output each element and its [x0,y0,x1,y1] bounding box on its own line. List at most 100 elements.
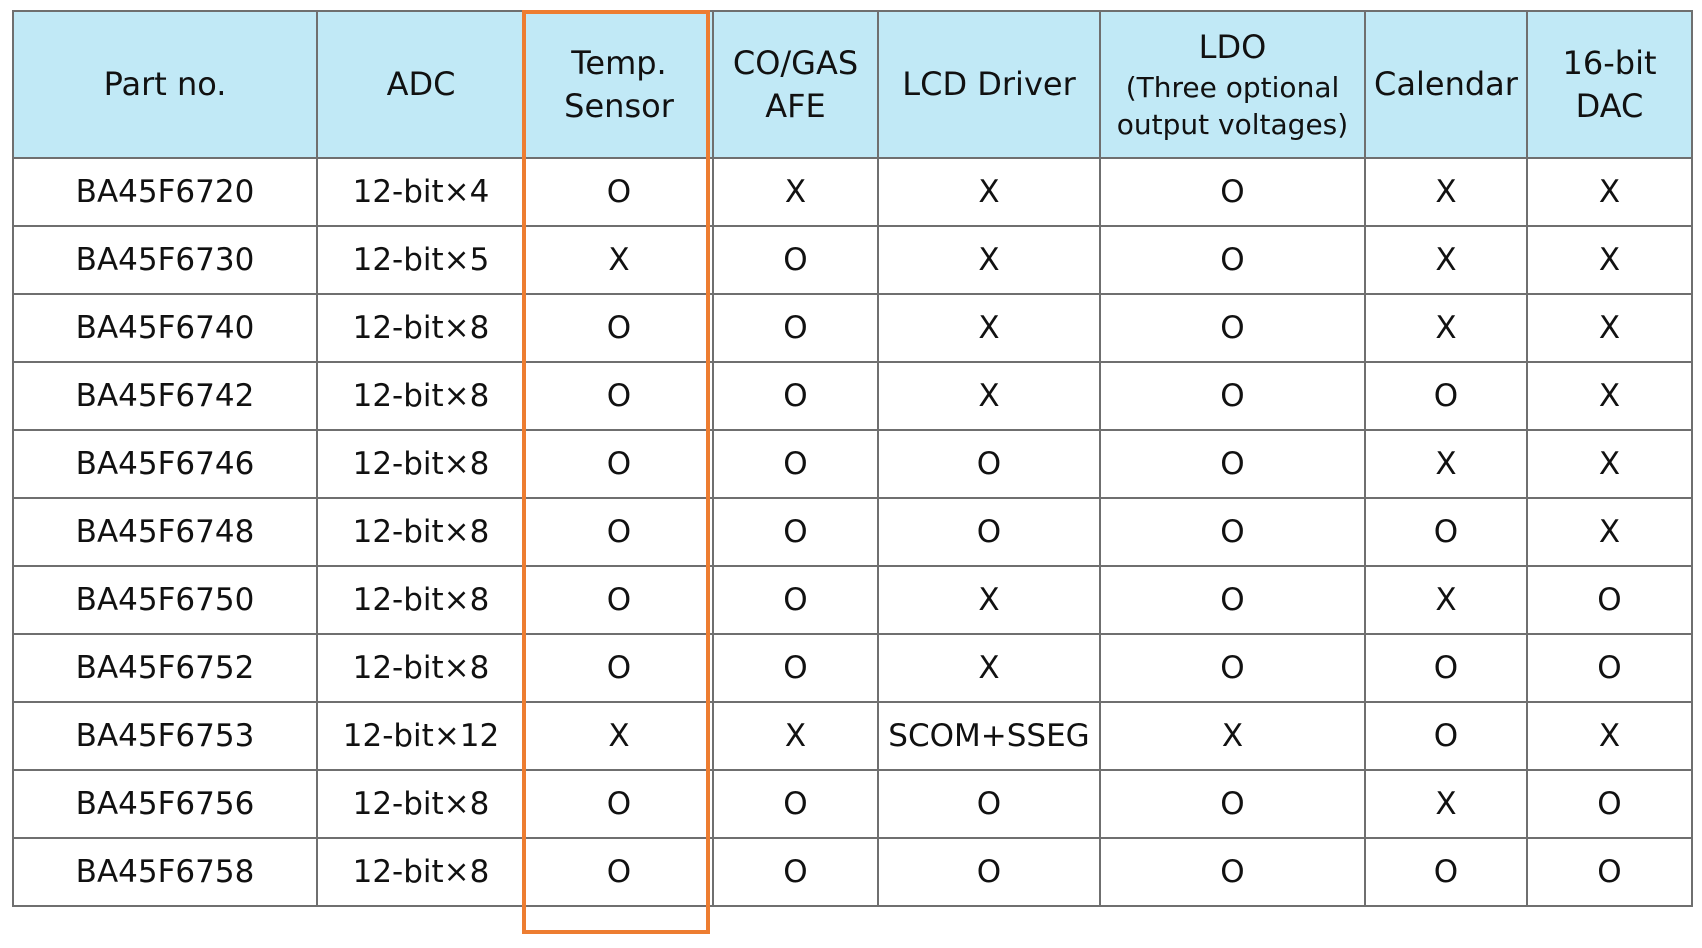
cell-temp-sensor: O [524,565,714,635]
cell-adc: 12-bit×8 [316,361,526,431]
header-part-no: Part no. [12,10,318,159]
cell-lcd-driver: SCOM+SSEG [877,701,1101,771]
cell-ldo: O [1099,225,1366,295]
header-co-gas-afe-line-1: CO/GAS [732,43,859,82]
cell-ldo: O [1099,429,1366,499]
cell-adc: 12-bit×8 [316,293,526,363]
cell-adc: 12-bit×4 [316,157,526,227]
cell-dac: O [1526,837,1693,907]
cell-calendar: X [1364,565,1528,635]
cell-temp-sensor: O [524,429,714,499]
cell-lcd-driver: X [877,633,1101,703]
cell-lcd-driver: X [877,361,1101,431]
part-comparison-table-wrap: Part no. ADC Temp. Sensor CO/GAS AFE LCD… [12,10,1693,907]
cell-part-no: BA45F6753 [12,701,318,771]
cell-part-no: BA45F6720 [12,157,318,227]
cell-part-no: BA45F6746 [12,429,318,499]
cell-part-no: BA45F6750 [12,565,318,635]
cell-co-gas-afe: O [712,429,879,499]
cell-adc: 12-bit×8 [316,633,526,703]
header-16-bit-dac-line-1: 16-bit [1562,43,1657,82]
cell-dac: O [1526,565,1693,635]
header-temp-sensor-line-1: Temp. [571,43,667,82]
table-body: BA45F6720 12-bit×4 O X X O X X BA45F6730 12-bit×5… [12,157,1693,907]
cell-calendar: O [1364,837,1528,907]
cell-lcd-driver: O [877,837,1101,907]
cell-part-no: BA45F6758 [12,837,318,907]
table-row: BA45F6750 12-bit×8 O O X O X O [12,565,1693,635]
header-lcd-driver: LCD Driver [877,10,1101,159]
cell-ldo: O [1099,497,1366,567]
table-header: Part no. ADC Temp. Sensor CO/GAS AFE LCD… [12,10,1693,159]
header-calendar: Calendar [1364,10,1528,159]
cell-temp-sensor: O [524,157,714,227]
header-ldo-label: LDO [1198,28,1267,66]
header-temp-sensor-line-2: Sensor [564,86,674,125]
table-row: BA45F6720 12-bit×4 O X X O X X [12,157,1693,227]
cell-dac: X [1526,429,1693,499]
cell-co-gas-afe: O [712,497,879,567]
cell-temp-sensor: O [524,633,714,703]
cell-ldo: O [1099,293,1366,363]
header-16-bit-dac-line-2: DAC [1575,86,1644,125]
cell-dac: X [1526,225,1693,295]
cell-temp-sensor: O [524,497,714,567]
cell-adc: 12-bit×8 [316,565,526,635]
cell-ldo: X [1099,701,1366,771]
cell-ldo: O [1099,565,1366,635]
cell-calendar: O [1364,701,1528,771]
cell-calendar: X [1364,769,1528,839]
cell-lcd-driver: O [877,769,1101,839]
cell-part-no: BA45F6752 [12,633,318,703]
cell-dac: X [1526,361,1693,431]
cell-ldo: O [1099,633,1366,703]
cell-co-gas-afe: O [712,565,879,635]
cell-calendar: X [1364,429,1528,499]
cell-adc: 12-bit×8 [316,429,526,499]
table-row: BA45F6740 12-bit×8 O O X O X X [12,293,1693,363]
cell-adc: 12-bit×5 [316,225,526,295]
cell-adc: 12-bit×8 [316,497,526,567]
table-row: BA45F6753 12-bit×12 X X SCOM+SSEG X O X [12,701,1693,771]
cell-adc: 12-bit×12 [316,701,526,771]
cell-co-gas-afe: X [712,157,879,227]
cell-calendar: X [1364,157,1528,227]
cell-co-gas-afe: O [712,769,879,839]
table-row: BA45F6756 12-bit×8 O O O O X O [12,769,1693,839]
cell-temp-sensor: X [524,225,714,295]
cell-co-gas-afe: X [712,701,879,771]
cell-part-no: BA45F6756 [12,769,318,839]
cell-lcd-driver: O [877,429,1101,499]
cell-co-gas-afe: O [712,225,879,295]
cell-adc: 12-bit×8 [316,769,526,839]
cell-lcd-driver: X [877,293,1101,363]
header-ldo-sub-line-2: output voltages) [1116,108,1349,141]
header-temp-sensor: Temp. Sensor [524,10,714,159]
cell-dac: O [1526,769,1693,839]
header-16-bit-dac: 16-bit DAC [1526,10,1693,159]
cell-part-no: BA45F6730 [12,225,318,295]
cell-calendar: X [1364,293,1528,363]
header-adc: ADC [316,10,526,159]
cell-lcd-driver: X [877,157,1101,227]
cell-dac: O [1526,633,1693,703]
cell-lcd-driver: X [877,565,1101,635]
cell-part-no: BA45F6748 [12,497,318,567]
header-part-no-label: Part no. [103,65,227,103]
cell-co-gas-afe: O [712,837,879,907]
cell-dac: X [1526,157,1693,227]
cell-dac: X [1526,293,1693,363]
header-row: Part no. ADC Temp. Sensor CO/GAS AFE LCD… [12,10,1693,159]
cell-temp-sensor: O [524,769,714,839]
header-co-gas-afe: CO/GAS AFE [712,10,879,159]
cell-co-gas-afe: O [712,361,879,431]
cell-calendar: O [1364,633,1528,703]
cell-part-no: BA45F6742 [12,361,318,431]
cell-calendar: O [1364,361,1528,431]
header-ldo: LDO (Three optional output voltages) [1099,10,1366,159]
cell-calendar: X [1364,225,1528,295]
cell-temp-sensor: X [524,701,714,771]
cell-lcd-driver: X [877,225,1101,295]
cell-dac: X [1526,497,1693,567]
cell-temp-sensor: O [524,293,714,363]
